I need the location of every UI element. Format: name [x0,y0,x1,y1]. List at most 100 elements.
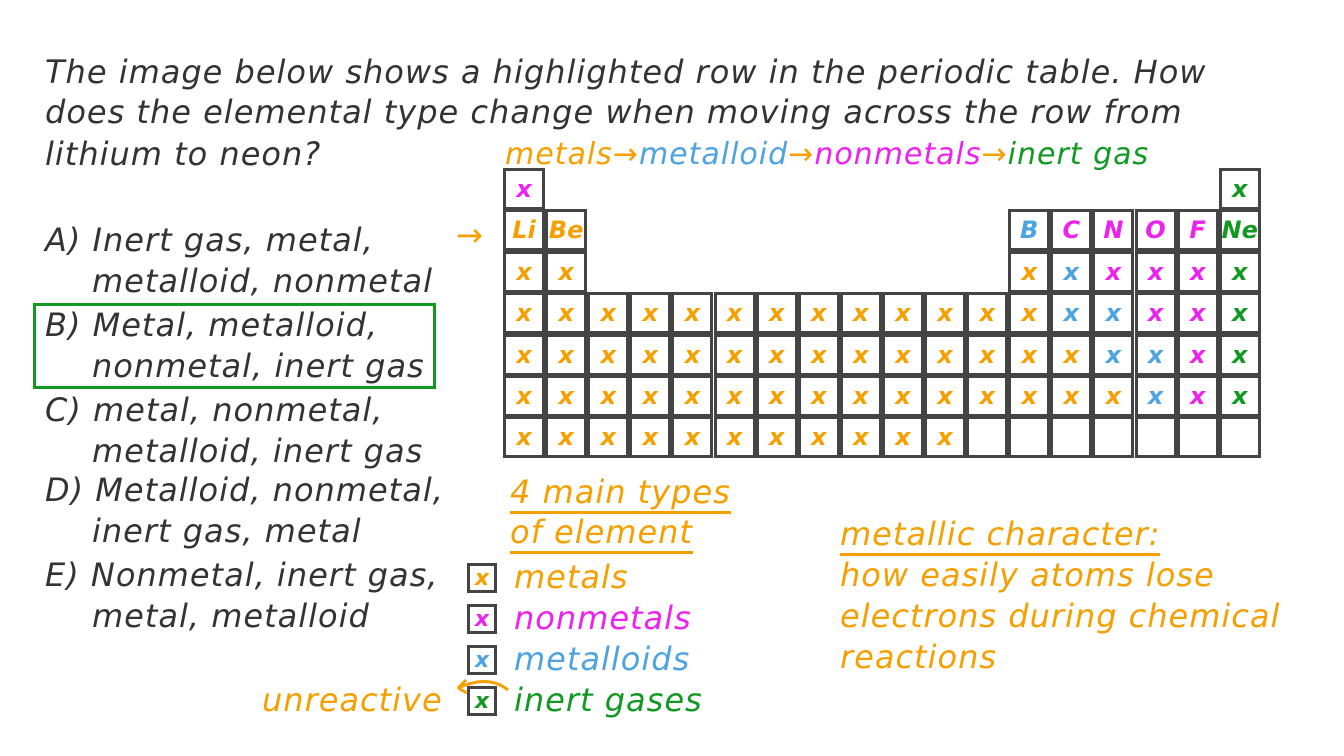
element-mark: x [726,382,743,410]
question-line-1: The image below shows a highlighted row … [45,53,1207,91]
element-mark: x [516,341,532,369]
element-cell: x [881,334,924,376]
seq-inert-gas: inert gas [1007,137,1150,172]
element-mark: x [642,341,659,369]
element-mark: x [642,299,659,327]
element-cell: x [587,416,630,458]
element-mark: x [1147,341,1164,369]
element-cell: x [797,416,840,458]
question-line-2: does the elemental type change when movi… [45,93,1183,131]
element-mark: x [1105,299,1122,327]
element-cell: F [1176,209,1219,251]
element-cell: x [755,334,798,376]
seq-metals: metals [505,137,613,172]
element-cell: x [713,375,756,417]
row-arrow-icon: → [456,216,484,254]
element-symbol: O [1145,216,1166,244]
element-cell: x [924,416,966,458]
element-mark: x [1105,382,1122,410]
element-mark: x [1231,382,1248,410]
type-sequence: metals→metalloid→nonmetals→inert gas [505,135,1149,175]
element-mark: x [895,341,911,369]
metallic-line-3: reactions [840,638,998,676]
element-cell [1008,416,1051,458]
element-cell [1218,416,1261,458]
option-e-line[interactable]: E) Nonmetal, inert gas, [45,556,439,594]
element-cell: x [671,292,714,334]
element-cell [966,416,1009,458]
option-c-line[interactable]: metalloid, inert gas [92,432,424,470]
element-mark: x [1063,382,1080,410]
element-cell: x [1134,375,1177,417]
option-d-line[interactable]: inert gas, metal [92,512,362,550]
option-a-line[interactable]: metalloid, nonmetal [92,262,433,300]
element-cell: x [587,334,630,376]
element-cell: x [629,416,672,458]
arrow-icon: → [788,137,815,172]
element-cell: x [1050,334,1093,376]
element-mark: x [768,423,785,451]
element-mark: x [1105,341,1122,369]
element-cell: x [1218,375,1261,417]
element-cell [1134,416,1177,458]
element-mark: x [600,382,616,410]
element-mark: x [684,423,701,451]
element-cell: Li [503,209,545,251]
element-cell: x [966,334,1009,376]
legend-swatch: x [467,604,497,634]
element-cell: x [797,375,840,417]
element-mark: x [1231,299,1248,327]
element-mark: x [726,299,743,327]
element-symbol: Be [548,216,584,244]
correct-answer-highlight [33,303,436,389]
element-mark: x [1147,299,1164,327]
element-symbol: B [1020,216,1039,244]
element-cell: x [545,416,588,458]
element-mark: x [684,382,701,410]
element-cell: x [797,292,840,334]
element-cell: x [1008,375,1051,417]
element-cell: x [881,416,924,458]
element-mark: x [600,341,616,369]
unreactive-label: unreactive [262,681,443,719]
element-mark: x [1231,175,1248,203]
element-mark: x [1021,382,1037,410]
element-mark: x [516,175,532,203]
metallic-line-2: electrons during chemical [840,597,1281,635]
question-line-3: lithium to neon? [45,135,322,173]
element-cell: x [545,292,588,334]
element-cell: x [503,416,545,458]
element-cell: x [924,292,966,334]
element-mark: x [516,382,532,410]
element-mark: x [516,258,532,286]
element-cell: x [1218,292,1261,334]
element-cell: x [755,292,798,334]
element-mark: x [1147,382,1164,410]
option-d-line[interactable]: D) Metalloid, nonmetal, [45,471,444,509]
option-b-line[interactable]: B) Metal, metalloid, [45,306,379,344]
element-mark: x [516,299,532,327]
element-cell: B [1008,209,1051,251]
element-cell: x [1176,292,1219,334]
element-cell: x [587,292,630,334]
element-cell: x [1218,251,1261,293]
element-mark: x [642,382,659,410]
option-b-line[interactable]: nonmetal, inert gas [92,347,425,385]
element-cell: x [1134,292,1177,334]
element-cell: x [839,416,882,458]
element-mark: x [726,341,743,369]
element-cell: x [1050,375,1093,417]
option-a-line[interactable]: A) Inert gas, metal, [45,221,374,259]
element-mark: x [558,341,574,369]
element-mark: x [1189,299,1206,327]
element-mark: x [1105,258,1122,286]
element-mark: x [558,382,574,410]
element-mark: x [895,423,911,451]
element-cell: x [755,416,798,458]
legend-title-2: of element [510,513,693,554]
element-cell: x [1008,292,1051,334]
option-c-line[interactable]: C) metal, nonmetal, [45,391,384,429]
element-cell [1050,416,1093,458]
option-e-line[interactable]: metal, metalloid [92,597,370,635]
legend-swatch: x [467,563,497,593]
